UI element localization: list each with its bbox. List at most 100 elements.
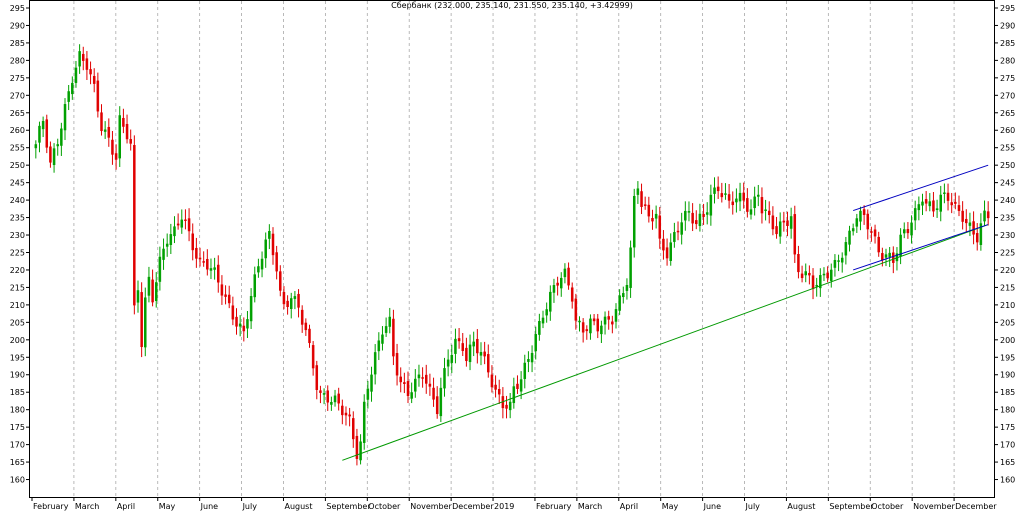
candle-body (512, 386, 516, 404)
candle-body (724, 193, 727, 195)
candle-body (983, 210, 986, 222)
candle-body (735, 198, 738, 203)
y-tick-label-right: 245 (1000, 179, 1015, 188)
candle-body (67, 91, 70, 102)
candle-body (238, 323, 242, 327)
candle-body (567, 267, 570, 286)
candle-body (855, 218, 859, 227)
candle-body (527, 359, 530, 362)
candle-body (910, 222, 913, 236)
candle-body (107, 126, 111, 138)
y-tick-label-left: 215 (10, 283, 25, 292)
y-tick-label-left: 270 (10, 91, 25, 100)
candle-body (862, 209, 866, 215)
candle-body (658, 215, 662, 239)
y-tick-label-right: 270 (1000, 91, 1015, 100)
y-tick-label-right: 260 (1000, 126, 1015, 135)
x-axis: February March April May June July August Septe… (31, 497, 997, 511)
candle-body (428, 383, 432, 387)
candle-body (289, 298, 293, 309)
candle-body (165, 243, 169, 247)
candle-body (687, 211, 691, 213)
candle-body (362, 401, 366, 443)
candle-body (603, 316, 607, 325)
candle-body (541, 317, 545, 324)
candle-body (662, 238, 665, 251)
candle-body (673, 232, 676, 242)
candle-body (483, 351, 486, 357)
candle-body (760, 197, 764, 214)
y-axis-right: 160 165 170 175 180 185 190 195 200 205 210 215 220 2… (994, 4, 1015, 485)
candle-body (632, 196, 636, 248)
candle-body (224, 294, 227, 297)
candle-body (516, 383, 519, 389)
candle-body (793, 214, 797, 255)
y-tick-label-right: 290 (1000, 21, 1015, 30)
y-tick-label-right: 205 (1000, 318, 1015, 327)
candle-body (975, 233, 979, 243)
candle-body (490, 374, 494, 388)
candle-body (388, 316, 392, 327)
candle-body (629, 247, 632, 288)
candle-body (611, 321, 614, 325)
candle-body (257, 266, 260, 273)
candle-body (476, 338, 479, 354)
candle-body (249, 296, 253, 322)
candle-body (837, 260, 840, 262)
candle-body (647, 204, 651, 217)
y-tick-label-right: 225 (1000, 248, 1015, 257)
y-tick-label-left: 165 (10, 458, 25, 467)
candle-body (902, 229, 906, 234)
candle-body (195, 247, 198, 259)
candle-body (348, 414, 351, 417)
candle-body (775, 226, 778, 235)
candle-body (286, 300, 289, 308)
candle-body (654, 213, 658, 219)
candle-body (742, 192, 745, 201)
candle-body (622, 293, 625, 298)
candle-body (720, 193, 724, 198)
candle-body (370, 374, 373, 392)
candle-body (921, 201, 924, 206)
candle-body (840, 257, 844, 263)
candle-body (319, 390, 322, 393)
candle-body (848, 230, 851, 245)
candle-body (618, 295, 621, 311)
candle-body (811, 275, 815, 290)
candle-body (614, 309, 618, 322)
candle-body (454, 338, 457, 354)
candle-body (103, 129, 107, 132)
x-tick-label: June (200, 502, 219, 511)
candle-body (304, 322, 308, 331)
candle-body (556, 282, 559, 286)
candle-body (235, 316, 238, 327)
x-tick-label: September (326, 502, 371, 511)
y-tick-label-left: 170 (10, 441, 25, 450)
y-tick-label-left: 275 (10, 74, 25, 83)
chart-title: Сбербанк (232.000, 235.140, 231.550, 235… (391, 1, 633, 10)
candle-body (800, 273, 804, 279)
candle-body (797, 254, 800, 273)
candle-body (487, 354, 490, 373)
y-tick-label-right: 280 (1000, 56, 1015, 65)
x-tick-label: July (242, 502, 258, 511)
candle-body (366, 388, 370, 400)
candle-body (684, 210, 687, 221)
candle-body (771, 215, 775, 230)
candle-body (815, 284, 818, 287)
y-tick-label-left: 240 (10, 196, 25, 205)
candle-body (147, 276, 151, 296)
candle-body (260, 258, 264, 270)
candle-body (231, 305, 235, 320)
candle-body (979, 223, 983, 245)
plot-area (29, 0, 995, 498)
candle-body (866, 213, 870, 230)
candle-body (888, 252, 891, 258)
candle-body (220, 284, 224, 296)
candle-body (129, 139, 132, 144)
y-tick-label-left: 280 (10, 56, 25, 65)
candle-body (808, 272, 811, 276)
candle-body (114, 153, 118, 160)
candle-body (173, 226, 176, 237)
candle-body (151, 279, 154, 303)
